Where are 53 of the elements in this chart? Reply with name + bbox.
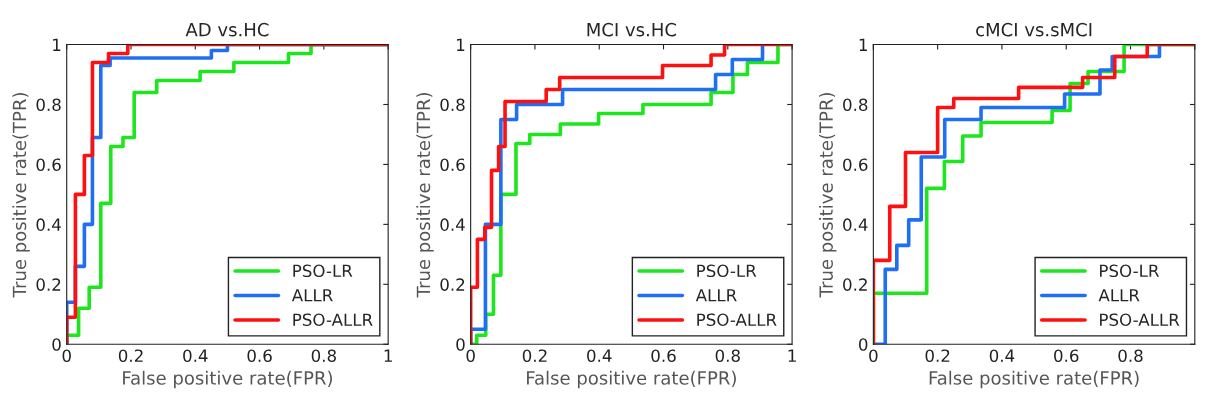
- x-tick-label: 0: [466, 349, 475, 363]
- y-tick-label: 0.6: [440, 158, 465, 171]
- y-tick-label: 1: [457, 38, 465, 51]
- y-tick-label: 0.8: [36, 98, 61, 112]
- legend-label: PSO-ALLR: [1100, 313, 1180, 327]
- chart-title: cMCI vs.sMCI: [976, 22, 1092, 37]
- x-tick-label: 0.2: [118, 349, 143, 363]
- legend-label: PSO-ALLR: [697, 313, 777, 327]
- x-tick-label: 1: [384, 349, 392, 362]
- x-tick-label: 0: [869, 349, 878, 363]
- y-tick-label: 1: [859, 38, 867, 51]
- x-axis-title: False positive rate(FPR): [527, 370, 736, 389]
- x-tick-label: 0: [62, 349, 71, 363]
- legend-label: PSO-LR: [1100, 264, 1160, 278]
- x-tick-label: 0.6: [247, 349, 272, 363]
- y-tick-label: 0.6: [843, 158, 868, 171]
- x-tick-label: 0.4: [183, 349, 208, 363]
- y-tick-label: 0.2: [440, 278, 465, 291]
- x-tick-label: 0.8: [715, 349, 740, 363]
- y-axis-title: True positive rate(TPR): [12, 93, 30, 298]
- y-tick-label: 0.2: [36, 278, 61, 291]
- y-axis-title: True positive rate(TPR): [416, 93, 434, 298]
- x-axis-title: False positive rate(FPR): [929, 370, 1139, 389]
- y-tick-label: 0.4: [36, 218, 61, 231]
- x-axis-title: False positive rate(FPR): [123, 370, 332, 389]
- legend-label: ALLR: [291, 289, 333, 302]
- y-tick-label: 0.6: [36, 158, 61, 171]
- x-tick-label: 0.6: [1054, 349, 1079, 363]
- x-tick-label: 0.2: [522, 349, 547, 363]
- y-tick-label: 0: [52, 338, 61, 351]
- legend-label: PSO-LR: [697, 264, 757, 278]
- chart-title: AD vs.HC: [185, 22, 269, 37]
- legend-label: ALLR: [1098, 289, 1140, 302]
- y-tick-label: 0.4: [440, 218, 465, 231]
- x-tick-label: 0.8: [1118, 349, 1143, 363]
- x-tick-label: 0.8: [311, 349, 336, 363]
- legend-label: PSO-ALLR: [293, 313, 373, 327]
- x-tick-label: 0.6: [651, 349, 676, 363]
- legend-label: ALLR: [695, 289, 737, 302]
- y-tick-label: 1: [53, 38, 61, 51]
- y-tick-label: 0.8: [440, 98, 465, 112]
- y-tick-label: 0: [858, 338, 868, 351]
- x-tick-label: 0.4: [989, 349, 1015, 363]
- legend-label: PSO-LR: [293, 264, 353, 278]
- y-tick-label: 0.2: [843, 278, 867, 291]
- y-axis-title: True positive rate(TPR): [818, 93, 837, 298]
- y-tick-label: 0.8: [843, 98, 868, 112]
- y-tick-label: 0.4: [843, 218, 868, 231]
- y-tick-label: 0: [456, 338, 465, 351]
- x-tick-label: 0.4: [587, 349, 612, 363]
- x-tick-label: 1: [788, 349, 796, 362]
- x-tick-label: 0.2: [925, 349, 950, 363]
- chart-title: MCI vs.HC: [587, 22, 677, 37]
